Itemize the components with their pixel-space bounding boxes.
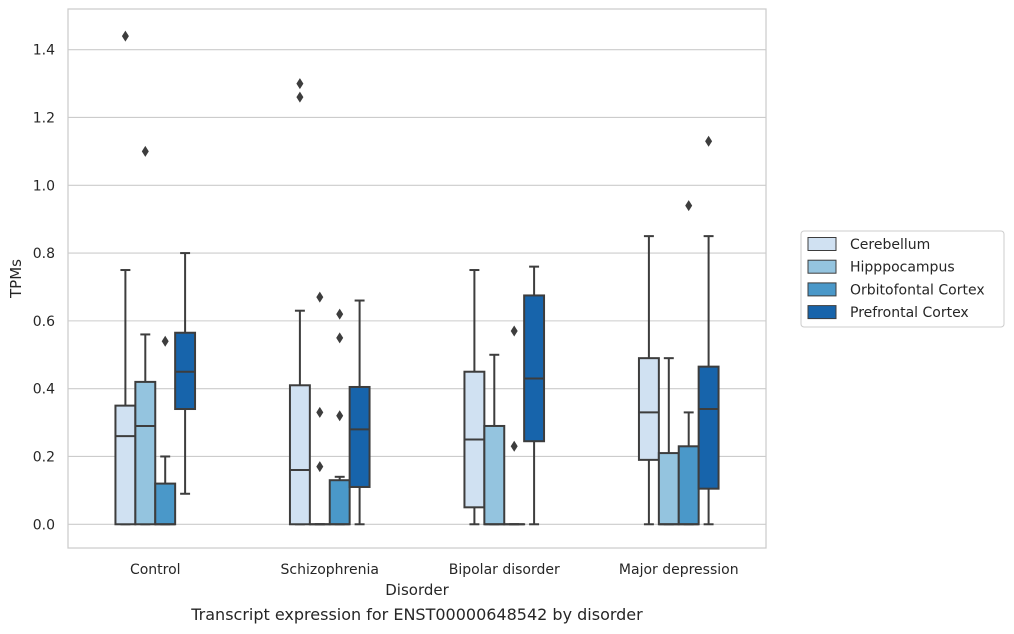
y-tick-label: 0.8 bbox=[33, 246, 55, 262]
legend-label: Cerebellum bbox=[850, 237, 930, 253]
outlier-marker bbox=[296, 91, 304, 103]
iqr-box bbox=[637, 357, 660, 461]
outlier-marker bbox=[141, 145, 149, 157]
iqr-box bbox=[134, 380, 157, 526]
iqr-box bbox=[657, 452, 680, 526]
outlier-marker bbox=[316, 461, 324, 473]
iqr-box bbox=[697, 365, 720, 490]
box-prefrontal-cortex bbox=[697, 135, 720, 526]
outlier-marker bbox=[705, 135, 713, 147]
box-groups bbox=[114, 30, 720, 526]
y-tick-label: 1.0 bbox=[33, 178, 55, 194]
legend-label: Orbitofontal Cortex bbox=[850, 282, 985, 298]
iqr-box bbox=[288, 384, 311, 526]
box-cerebellum bbox=[114, 30, 137, 526]
y-axis-ticks: 0.0 0.2 0.4 0.6 0.8 1.0 1.2 1.4 bbox=[33, 43, 55, 534]
box-prefrontal-cortex bbox=[348, 299, 371, 526]
box-orbitofontal-cortex bbox=[677, 200, 700, 526]
iqr-box bbox=[328, 479, 351, 526]
figure-caption: Transcript expression for ENST0000064854… bbox=[191, 605, 643, 624]
legend-label: Hipppocampus bbox=[850, 260, 955, 276]
outlier-marker bbox=[121, 30, 129, 42]
box-cerebellum bbox=[288, 78, 311, 526]
y-tick-label: 0.0 bbox=[33, 517, 55, 533]
y-axis-label: TPMs bbox=[7, 259, 25, 299]
box-orbitofontal-cortex bbox=[328, 308, 351, 526]
legend-label: Prefrontal Cortex bbox=[850, 305, 969, 321]
outlier-marker bbox=[296, 78, 304, 90]
x-tick-label: Schizophrenia bbox=[281, 562, 379, 578]
box-cerebellum bbox=[463, 269, 486, 526]
iqr-box bbox=[483, 424, 506, 526]
iqr-box bbox=[523, 294, 546, 443]
iqr-box bbox=[348, 385, 371, 488]
outlier-marker bbox=[316, 291, 324, 303]
outlier-marker bbox=[510, 440, 518, 452]
box-prefrontal-cortex bbox=[523, 265, 546, 526]
y-tick-label: 1.2 bbox=[33, 110, 55, 126]
iqr-box bbox=[154, 482, 177, 526]
x-tick-label: Control bbox=[130, 562, 181, 578]
outlier-marker bbox=[336, 332, 344, 344]
box-hipppocampus bbox=[657, 357, 680, 526]
legend: Cerebellum Hipppocampus Orbitofontal Corte… bbox=[800, 230, 1005, 328]
y-tick-label: 0.4 bbox=[33, 382, 55, 398]
legend-swatch bbox=[807, 237, 837, 251]
x-axis-ticks: Control Schizophrenia Bipolar disorder Majo… bbox=[130, 562, 739, 578]
outlier-marker bbox=[316, 406, 324, 418]
box-hipppocampus bbox=[134, 145, 157, 526]
box-cerebellum bbox=[637, 235, 660, 526]
outlier-marker bbox=[161, 335, 169, 347]
box-prefrontal-cortex bbox=[174, 252, 197, 495]
plot-frame bbox=[67, 8, 767, 549]
outlier-marker bbox=[336, 308, 344, 320]
box-hipppocampus bbox=[483, 353, 506, 526]
outlier-marker bbox=[510, 325, 518, 337]
legend-swatch bbox=[807, 282, 837, 297]
y-tick-label: 1.4 bbox=[33, 43, 55, 59]
x-axis-label: Disorder bbox=[385, 581, 449, 599]
iqr-box bbox=[114, 404, 137, 526]
legend-swatch bbox=[807, 259, 837, 274]
x-tick-label: Major depression bbox=[619, 562, 739, 578]
box-orbitofontal-cortex bbox=[503, 325, 526, 526]
outlier-marker bbox=[336, 410, 344, 422]
box-orbitofontal-cortex bbox=[154, 335, 177, 526]
outlier-marker bbox=[685, 200, 693, 212]
y-tick-label: 0.6 bbox=[33, 314, 55, 330]
legend-swatch bbox=[807, 305, 837, 320]
legend-frame bbox=[800, 230, 1005, 328]
iqr-box bbox=[677, 445, 700, 526]
x-tick-label: Bipolar disorder bbox=[449, 562, 560, 578]
y-tick-label: 0.2 bbox=[33, 449, 55, 465]
box-hipppocampus bbox=[308, 291, 331, 526]
